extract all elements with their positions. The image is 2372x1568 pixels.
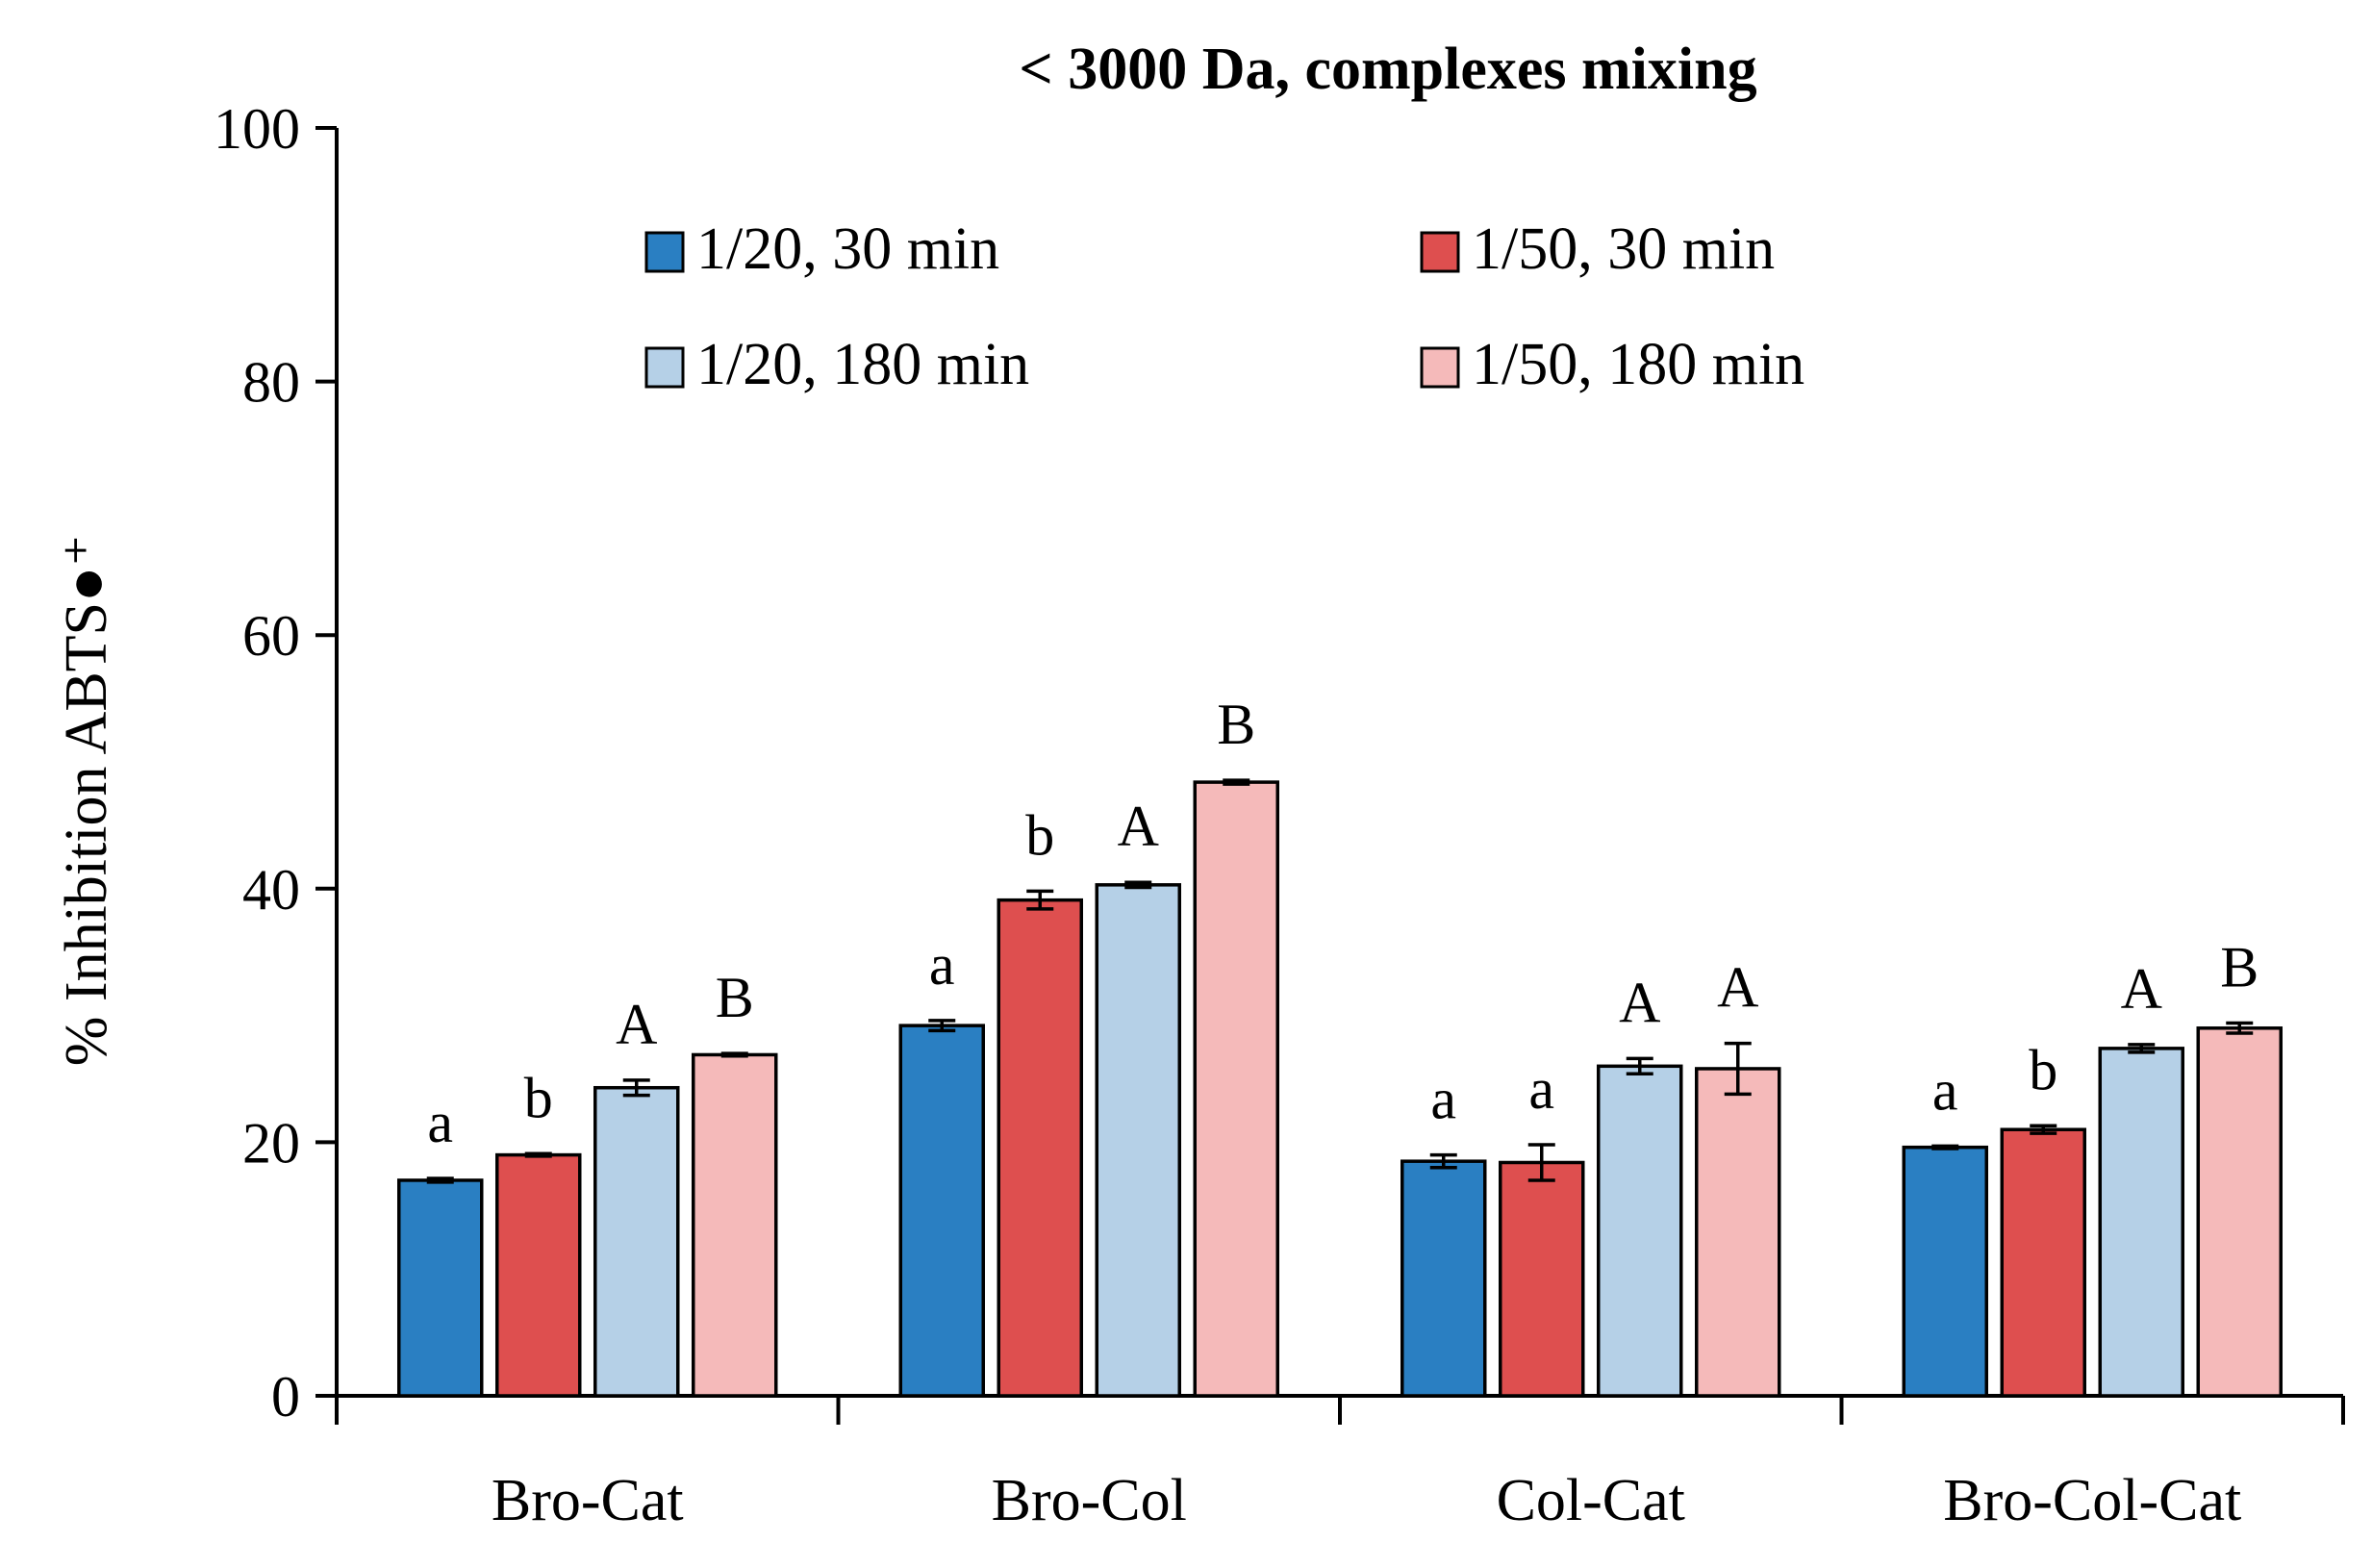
x-category-label: Col-Cat: [1497, 1468, 1685, 1533]
x-category-label: Bro-Cat: [492, 1468, 684, 1533]
significance-label: B: [2220, 936, 2258, 999]
bar: [397, 1178, 484, 1398]
y-axis-label: % Inhibition ABTS●⁺: [54, 535, 119, 1066]
bar: [692, 1052, 778, 1398]
legend-swatch: [1420, 231, 1460, 273]
significance-label: B: [1217, 693, 1255, 756]
bar: [2098, 1047, 2184, 1398]
bars: a bA Bab ABa aA Aa bA B: [397, 693, 2283, 1398]
bar: [495, 1152, 582, 1398]
significance-label: b: [524, 1066, 553, 1129]
significance-label: a: [1528, 1057, 1554, 1121]
significance-label: A: [1118, 795, 1159, 858]
legend-swatch: [1420, 346, 1460, 389]
bar: [2196, 1026, 2283, 1398]
bar: [1695, 1067, 1781, 1398]
significance-label: a: [1932, 1058, 1958, 1122]
bar: [1902, 1145, 1988, 1398]
significance-label: A: [1717, 956, 1758, 1020]
significance-label: b: [1025, 803, 1054, 867]
significance-label: a: [1430, 1068, 1456, 1131]
x-category-label: Bro-Col: [992, 1468, 1187, 1533]
y-tick-label: 20: [242, 1111, 300, 1175]
bar: [593, 1085, 680, 1398]
legend-swatch: [644, 231, 685, 273]
chart-title: < 3000 Da, complexes mixing: [1019, 37, 1756, 102]
y-tick-label: 40: [242, 858, 300, 922]
legend-label: 1/50, 180 min: [1472, 332, 1804, 397]
bar: [997, 898, 1083, 1398]
significance-label: A: [616, 993, 657, 1056]
bar: [898, 1024, 985, 1398]
legend-label: 1/20, 30 min: [696, 216, 999, 282]
legend-label: 1/20, 180 min: [696, 332, 1029, 397]
significance-label: A: [2121, 957, 2162, 1021]
y-tick-label: 80: [242, 351, 300, 415]
legend: 1/20, 30 min 1/50, 30 min 1/20, 180 min 1/5…: [644, 216, 1804, 397]
bar: [1597, 1064, 1683, 1398]
legend-swatch: [644, 346, 685, 389]
significance-label: A: [1619, 971, 1660, 1034]
y-tick-label: 100: [214, 97, 300, 161]
x-category-label: Bro-Col-Cat: [1943, 1468, 2241, 1533]
significance-label: B: [716, 966, 754, 1029]
bar: [1499, 1160, 1585, 1398]
bar: [1400, 1159, 1487, 1398]
significance-label: b: [2029, 1038, 2057, 1101]
bar: [1095, 883, 1181, 1398]
significance-label: a: [929, 933, 955, 997]
bar: [1193, 780, 1279, 1398]
significance-label: a: [427, 1091, 453, 1154]
y-tick-label: 60: [242, 604, 300, 668]
y-tick-label: 0: [271, 1365, 300, 1429]
bar: [2000, 1127, 2086, 1398]
axes: 0 20 40 60 80 100 Bro-Cat Bro-Col Col-Cat Bro-Col…: [214, 97, 2345, 1533]
legend-label: 1/50, 30 min: [1472, 216, 1775, 282]
